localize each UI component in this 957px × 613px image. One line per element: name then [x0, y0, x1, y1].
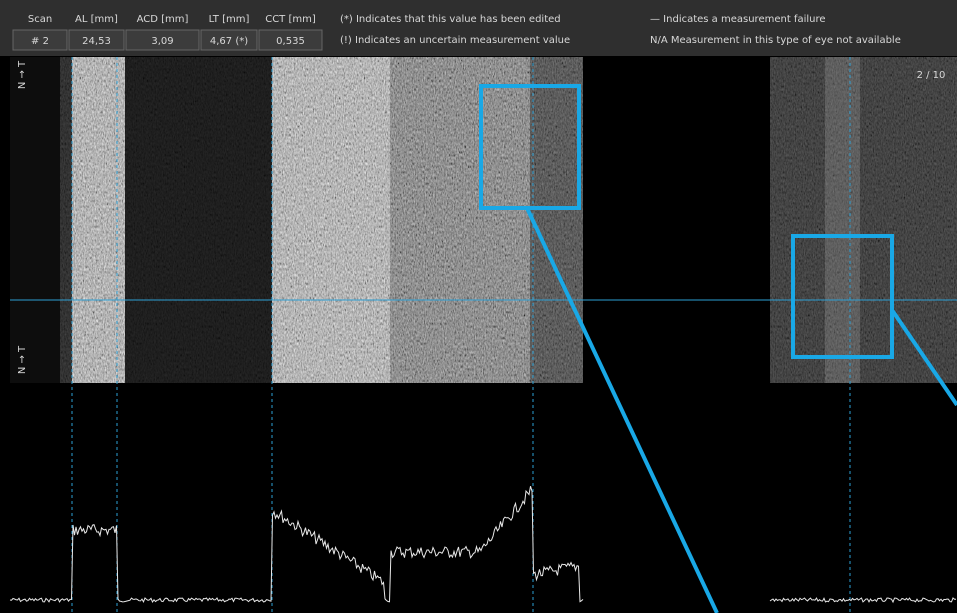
column-header: Scan [28, 14, 52, 25]
table-value: 24,53 [82, 36, 111, 47]
table-value: 3,09 [151, 36, 173, 47]
legend-text: N/A Measurement in this type of eye not … [650, 35, 901, 46]
legend-text: (!) Indicates an uncertain measurement v… [340, 35, 570, 46]
a-scan-signal [10, 486, 956, 602]
scan-images [10, 57, 957, 383]
legend-text: (*) Indicates that this value has been e… [340, 14, 561, 25]
viewer: Scan # 2 AL [mm] 24,53 ACD [mm] 3,09 LT [mm] 4,… [0, 0, 957, 613]
column-header: LT [mm] [209, 14, 250, 25]
column-header: CCT [mm] [265, 14, 316, 25]
column-header: AL [mm] [75, 14, 118, 25]
table-value: 0,535 [276, 36, 305, 47]
legend-text: — Indicates a measurement failure [650, 14, 826, 25]
screen: Scan # 2 AL [mm] 24,53 ACD [mm] 3,09 LT [mm] 4,… [0, 0, 957, 613]
scan-counter: 2 / 10 [917, 70, 946, 81]
axis-label: N → T [17, 60, 28, 89]
table-value: 4,67 (*) [210, 36, 248, 47]
table-value: # 2 [31, 36, 49, 47]
axis-label: N → T [17, 345, 28, 374]
column-header: ACD [mm] [137, 14, 189, 25]
